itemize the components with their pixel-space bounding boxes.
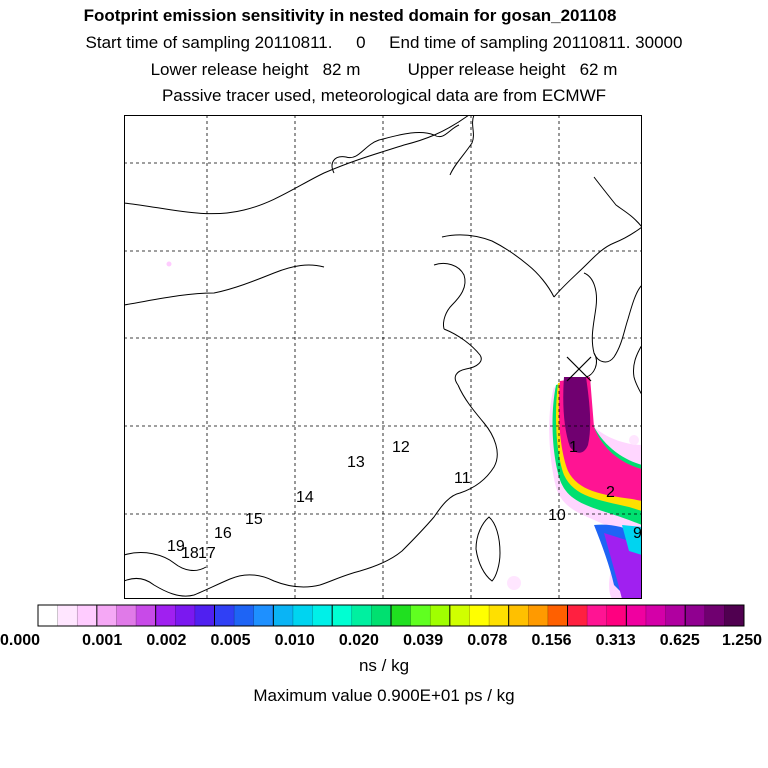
colorbar-cell [410, 605, 431, 626]
track-label: 9 [633, 525, 642, 542]
colorbar-cell [430, 605, 451, 626]
track-label: 17 [198, 545, 216, 562]
colorbar-tick-label: 1.250 [722, 632, 762, 649]
colorbar-cell [704, 605, 725, 626]
colorbar-cell [38, 605, 58, 626]
colorbar-cell [234, 605, 255, 626]
colorbar-cell [175, 605, 196, 626]
colorbar-tick-label: 0.001 [82, 632, 122, 649]
colorbar-cell [312, 605, 333, 626]
colorbar-cell [292, 605, 313, 626]
colorbar-cell [194, 605, 215, 626]
receptor-marker [566, 356, 592, 382]
track-label: 11 [454, 470, 471, 487]
colorbar-cell [214, 605, 235, 626]
colorbar-cells [38, 605, 745, 626]
colorbar-cell [567, 605, 588, 626]
maximum-value: Maximum value 0.900E+01 ps / kg [253, 686, 515, 705]
release-height-info: Lower release height 82 m Upper release … [150, 60, 618, 79]
track-label: 14 [296, 489, 314, 506]
colorbar-cell [77, 605, 98, 626]
track-label: 18 [181, 545, 199, 562]
colorbar-cell [116, 605, 137, 626]
colorbar-tick-label: 0.313 [596, 632, 636, 649]
track-label: 15 [245, 511, 263, 528]
colorbar-tick-label: 0.039 [403, 632, 443, 649]
colorbar-cell [508, 605, 529, 626]
track-label: 2 [606, 484, 615, 501]
track-label: 1 [569, 439, 578, 456]
colorbar-cell [724, 605, 745, 626]
colorbar-tick-label: 0.002 [146, 632, 186, 649]
track-label: 16 [214, 525, 232, 542]
colorbar-cell [528, 605, 549, 626]
map-frame [124, 115, 642, 599]
colorbar-cell [449, 605, 470, 626]
colorbar-tick-label: 0.000 [0, 632, 40, 649]
colorbar-tick-label: 0.625 [660, 632, 700, 649]
colorbar-cell [645, 605, 666, 626]
colorbar-cell [587, 605, 608, 626]
sensitivity-plume [166, 261, 642, 599]
colorbar-tick-label: 0.005 [210, 632, 250, 649]
colorbar-tick-label: 0.156 [531, 632, 571, 649]
colorbar-cell [626, 605, 647, 626]
colorbar-cell [273, 605, 294, 626]
colorbar-cell [489, 605, 509, 626]
colorbar-tick-labels: 0.000 0.001 0.002 0.005 0.010 0.020 0.039 0.078… [0, 632, 762, 649]
colorbar-cell [155, 605, 176, 626]
trajectory-labels: 1 2 9 10 11 12 13 14 15 16 17 18 19 [167, 439, 642, 562]
colorbar-cell [136, 605, 156, 626]
colorbar-cell [96, 605, 117, 626]
footprint-map: 1 2 9 10 11 12 13 14 15 16 17 18 19 [124, 115, 642, 599]
colorbar-cell [685, 605, 706, 626]
colorbar: 0.000 0.001 0.002 0.005 0.010 0.020 0.039 0.078… [0, 604, 762, 649]
colorbar-cell [332, 605, 353, 626]
coastlines [124, 115, 642, 597]
colorbar-cell [606, 605, 627, 626]
map-title: Footprint emission sensitivity in nested… [83, 6, 617, 25]
colorbar-tick-label: 0.078 [467, 632, 507, 649]
track-label: 10 [548, 507, 566, 524]
sampling-time-info: Start time of sampling 20110811. 0 End t… [85, 33, 683, 52]
colorbar-frame [37, 604, 745, 627]
graticule [124, 115, 642, 599]
track-label: 12 [392, 439, 410, 456]
track-label: 19 [167, 538, 185, 555]
colorbar-cell [665, 605, 686, 626]
colorbar-tick-label: 0.020 [339, 632, 379, 649]
tracer-info: Passive tracer used, meteorological data… [161, 86, 607, 105]
colorbar-cell [351, 605, 372, 626]
colorbar-tick-label: 0.010 [275, 632, 315, 649]
colorbar-cell [371, 605, 392, 626]
colorbar-cell [253, 605, 274, 626]
track-label: 13 [347, 454, 365, 471]
colorbar-cell [57, 605, 78, 626]
colorbar-unit: ns / kg [358, 656, 410, 675]
colorbar-cell [391, 605, 411, 626]
colorbar-cell [469, 605, 490, 626]
colorbar-cell [547, 605, 568, 626]
